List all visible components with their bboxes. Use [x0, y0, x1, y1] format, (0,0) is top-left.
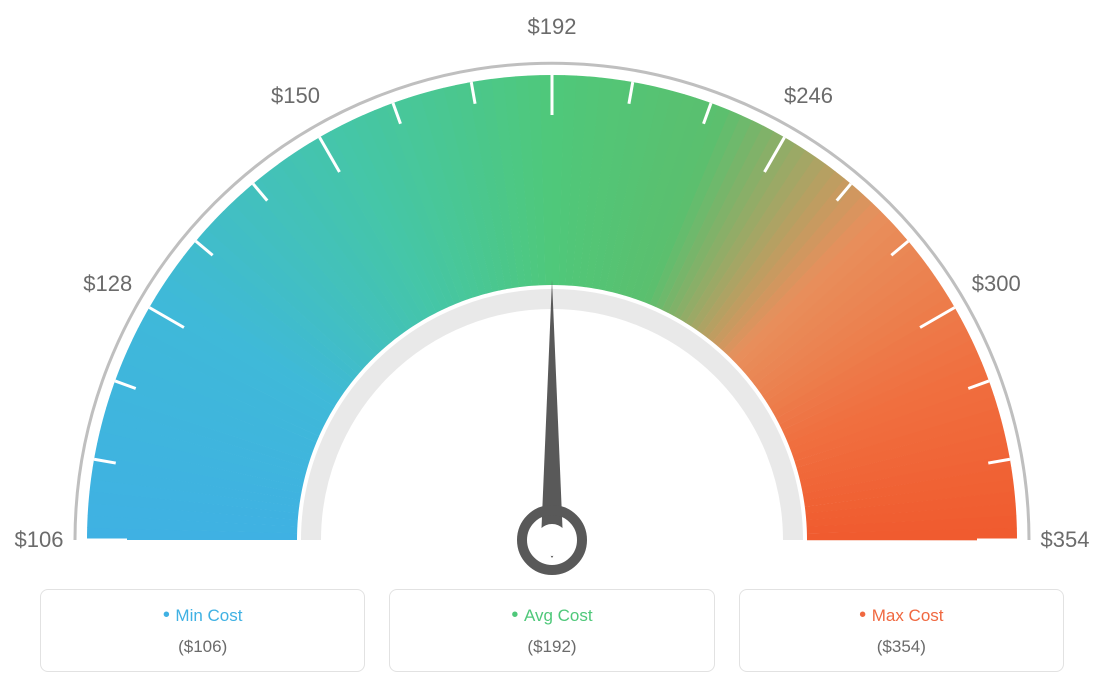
min-cost-value: ($106) [51, 637, 354, 657]
summary-cards: Min Cost ($106) Avg Cost ($192) Max Cost… [40, 589, 1064, 672]
gauge-tick-label: $192 [528, 14, 577, 40]
min-cost-label: Min Cost [51, 604, 354, 627]
max-cost-card: Max Cost ($354) [739, 589, 1064, 672]
gauge-tick-label: $128 [83, 271, 132, 297]
gauge-tick-label: $300 [972, 271, 1021, 297]
min-cost-card: Min Cost ($106) [40, 589, 365, 672]
avg-cost-card: Avg Cost ($192) [389, 589, 714, 672]
gauge-svg [0, 0, 1104, 580]
gauge-tick-label: $246 [784, 83, 833, 109]
avg-cost-value: ($192) [400, 637, 703, 657]
gauge-tick-label: $106 [15, 527, 64, 553]
max-cost-value: ($354) [750, 637, 1053, 657]
gauge-tick-label: $150 [271, 83, 320, 109]
gauge-area: $106 $128 $150 $192 $246 $300 $354 [0, 0, 1104, 580]
max-cost-label: Max Cost [750, 604, 1053, 627]
gauge-tick-label: $354 [1041, 527, 1090, 553]
gauge-chart-container: $106 $128 $150 $192 $246 $300 $354 Min Cost ($… [0, 0, 1104, 690]
avg-cost-label: Avg Cost [400, 604, 703, 627]
